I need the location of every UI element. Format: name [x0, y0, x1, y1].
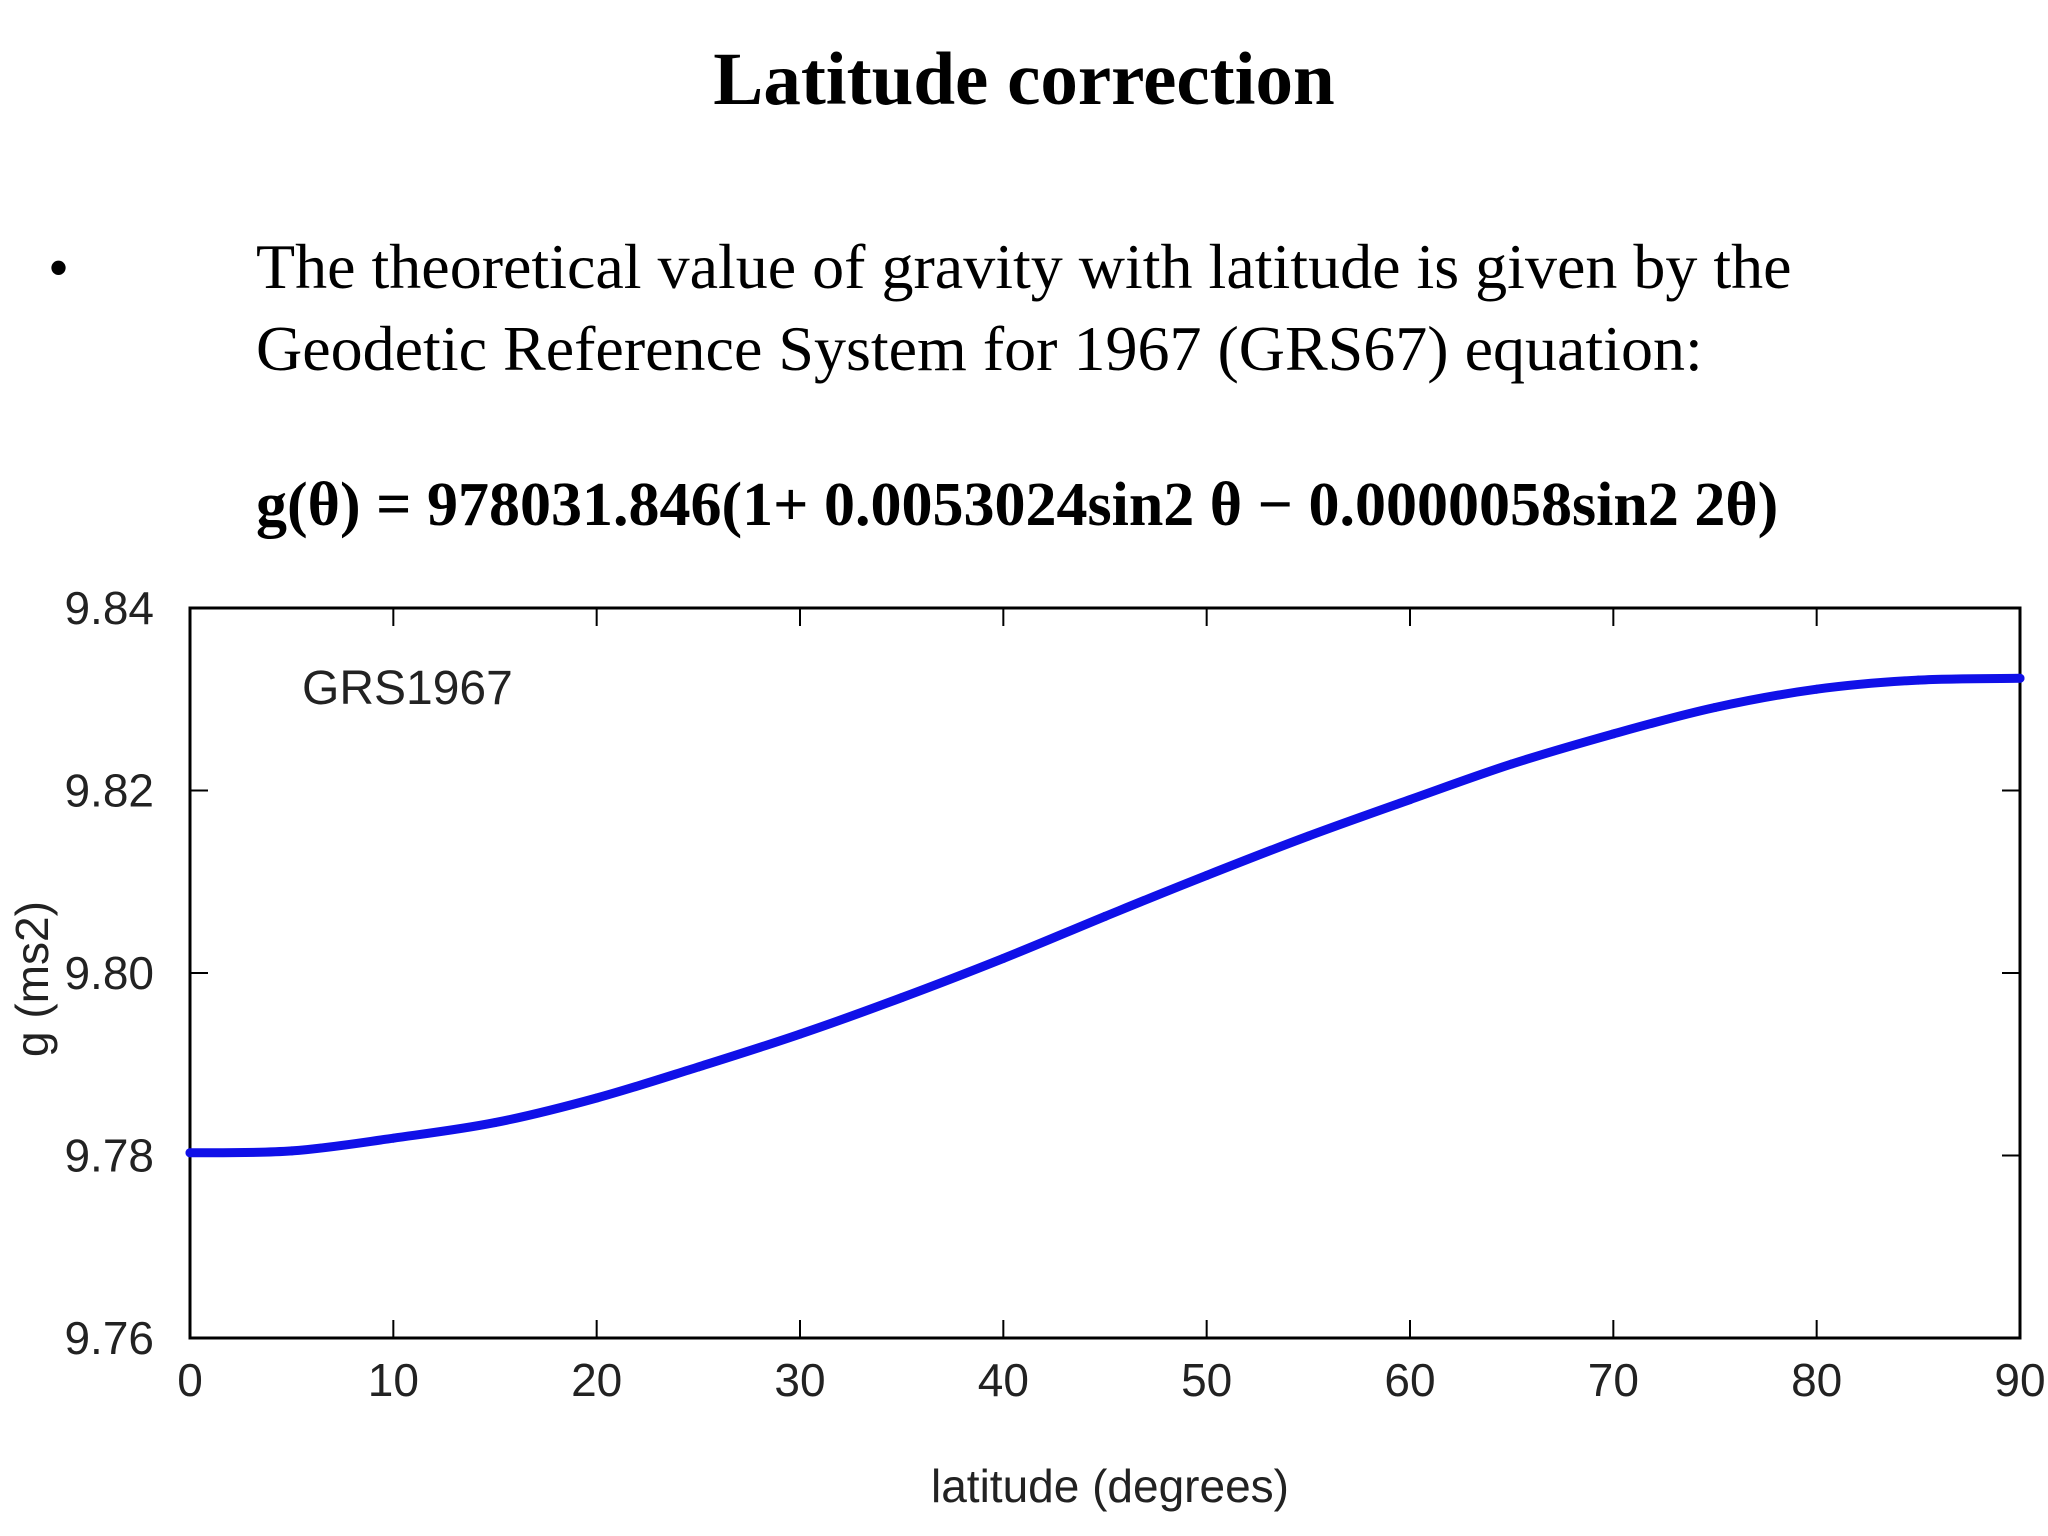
x-tick-label: 20	[571, 1354, 622, 1406]
x-tick-label: 80	[1791, 1354, 1842, 1406]
x-tick-label: 50	[1181, 1354, 1232, 1406]
bullet-text-line-2: Geodetic Reference System for 1967 (GRS6…	[256, 313, 1703, 384]
data-point	[1202, 870, 1212, 880]
bullet-text: The theoretical value of gravity with la…	[256, 226, 2016, 390]
points-layer	[185, 673, 2025, 1158]
data-point	[388, 1133, 398, 1143]
data-point	[1710, 703, 1720, 712]
x-tick-label: 60	[1384, 1354, 1435, 1406]
x-tick-label: 0	[177, 1354, 203, 1406]
data-point	[1405, 795, 1415, 805]
y-tick-label: 9.80	[64, 947, 154, 999]
y-tick-label: 9.84	[64, 582, 154, 634]
data-point	[185, 1148, 195, 1158]
slide-title: Latitude correction	[713, 38, 1335, 121]
data-point	[998, 953, 1008, 963]
y-tick-label: 9.82	[64, 765, 154, 817]
data-point	[897, 993, 907, 1003]
x-tick-label: 70	[1588, 1354, 1639, 1406]
x-tick-label: 10	[368, 1354, 419, 1406]
bullet-text-line-1: The theoretical value of gravity with la…	[256, 231, 1792, 302]
plot-frame	[188, 606, 2022, 1340]
grs67-equation: g(θ) = 978031.846(1+ 0.0053024sin2 θ − 0…	[256, 471, 1779, 539]
data-point	[1507, 759, 1517, 769]
data-point	[1303, 831, 1313, 841]
data-point	[1812, 684, 1822, 694]
data-point	[1608, 729, 1618, 739]
tick-labels-layer: 0 10 20 30 40 50 60 70 80 90 9.76 9.78 9.80 9.82 9.84	[64, 582, 2045, 1406]
x-tick-label: 90	[1994, 1354, 2045, 1406]
data-point	[795, 1029, 805, 1039]
y-axis-label: g (ms2)	[6, 901, 58, 1057]
y-tick-label: 9.78	[64, 1130, 154, 1182]
data-point	[2015, 673, 2025, 683]
x-tick-label: 40	[978, 1354, 1029, 1406]
ticks-layer	[189, 607, 2021, 1339]
gravity-latitude-chart: 0 10 20 30 40 50 60 70 80 909.769.789.809.829.84 …	[6, 582, 2046, 1512]
data-point	[490, 1118, 500, 1128]
data-point	[1913, 675, 1923, 685]
x-tick-label: 30	[774, 1354, 825, 1406]
series-annotation: GRS1967	[302, 662, 513, 715]
y-tick-label: 9.76	[64, 1312, 154, 1364]
data-point	[1100, 911, 1110, 921]
data-point	[287, 1146, 297, 1156]
x-axis-label: latitude (degrees)	[931, 1460, 1289, 1512]
bullet-marker: •	[48, 235, 70, 301]
data-point	[592, 1093, 602, 1103]
data-point	[693, 1062, 703, 1072]
